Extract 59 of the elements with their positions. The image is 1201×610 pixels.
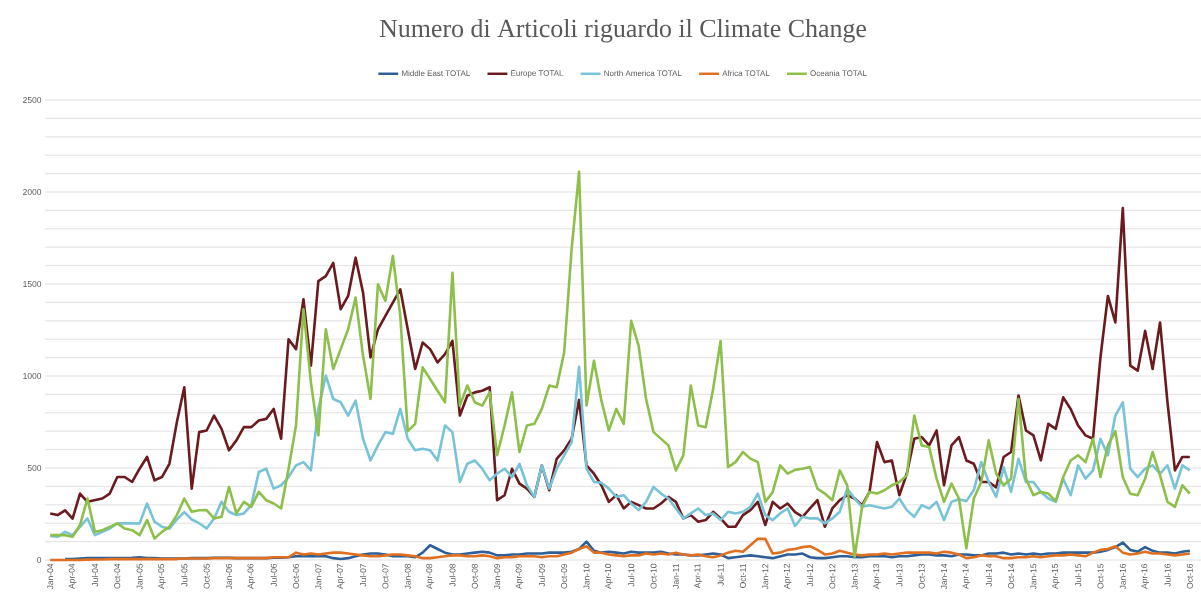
x-tick-label: Apr-04 <box>68 563 77 589</box>
x-tick-label: Oct-05 <box>203 563 210 589</box>
x-tick-label: Apr-11 <box>694 563 703 589</box>
x-tick-label: Jan-15 <box>1030 563 1037 590</box>
chart-title: Numero di Articoli riguardo il Climate Change <box>379 18 867 43</box>
x-tick-label: Apr-06 <box>247 563 256 589</box>
x-tick-label: Apr-05 <box>158 563 166 589</box>
x-tick-label: Jul-13 <box>896 563 903 587</box>
x-tick-label: Jul-15 <box>1074 563 1082 587</box>
x-tick-label: Apr-14 <box>962 563 971 589</box>
x-tick-label: Oct-16 <box>1186 563 1193 589</box>
x-tick-label: Jul-10 <box>628 563 635 587</box>
x-tick-label: Jan-14 <box>941 563 947 590</box>
x-tick-label: Apr-09 <box>515 563 524 589</box>
x-tick-label: Jul-12 <box>806 563 814 587</box>
x-tick-label: Oct-13 <box>918 563 925 589</box>
x-tick-label: Oct-06 <box>293 563 300 589</box>
x-tick-label: Apr-16 <box>1141 563 1149 589</box>
x-tick-label: Jul-07 <box>359 563 367 587</box>
x-tick-label: Jul-04 <box>91 563 99 587</box>
y-tick-label: 1000 <box>23 373 42 379</box>
x-tick-label: Jul-08 <box>449 563 456 587</box>
x-tick-label: Jan-08 <box>404 563 411 590</box>
y-tick-label: 1500 <box>23 281 42 287</box>
x-tick-label: Apr-13 <box>873 563 881 589</box>
x-tick-label: Jul-11 <box>717 563 724 586</box>
x-tick-label: Apr-12 <box>783 563 792 589</box>
x-tick-label: Jan-09 <box>494 563 501 590</box>
x-tick-label: Oct-12 <box>829 563 836 589</box>
x-tick-label: Jan-04 <box>47 563 54 590</box>
x-tick-label: Jan-13 <box>851 563 858 590</box>
x-tick-label: Oct-04 <box>114 563 121 589</box>
x-tick-label: Jul-09 <box>538 563 545 587</box>
x-tick-label: Oct-15 <box>1097 563 1104 589</box>
x-tick-label: Jan-10 <box>583 563 590 590</box>
x-tick-label: Oct-11 <box>739 563 746 588</box>
x-tick-label: Jan-07 <box>315 563 322 590</box>
y-tick-label: 0 <box>37 557 42 563</box>
x-tick-label: Jul-16 <box>1164 563 1171 587</box>
x-tick-label: Apr-08 <box>426 563 434 589</box>
x-tick-label: Oct-07 <box>382 563 389 589</box>
y-tick-label: 500 <box>27 465 42 471</box>
x-tick-label: Apr-15 <box>1051 563 1060 589</box>
x-tick-label: Jul-14 <box>985 563 992 587</box>
x-tick-label: Jan-05 <box>136 563 143 590</box>
x-tick-label: Jul-05 <box>181 563 188 587</box>
x-tick-label: Jan-06 <box>225 563 232 590</box>
x-tick-label: Jan-16 <box>1119 563 1126 590</box>
x-tick-label: Jan-12 <box>762 563 769 590</box>
y-tick-label: 2500 <box>23 97 42 103</box>
x-tick-label: Oct-08 <box>471 563 478 589</box>
x-tick-label: Jul-06 <box>270 563 277 587</box>
x-tick-label: Apr-07 <box>336 563 345 589</box>
x-tick-label: Oct-09 <box>561 563 568 589</box>
y-tick-label: 2000 <box>23 189 42 195</box>
x-tick-label: Oct-10 <box>650 563 657 589</box>
x-tick-label: Jan-11 <box>672 563 679 589</box>
x-tick-label: Apr-10 <box>605 563 613 589</box>
x-tick-label: Oct-14 <box>1008 563 1015 589</box>
